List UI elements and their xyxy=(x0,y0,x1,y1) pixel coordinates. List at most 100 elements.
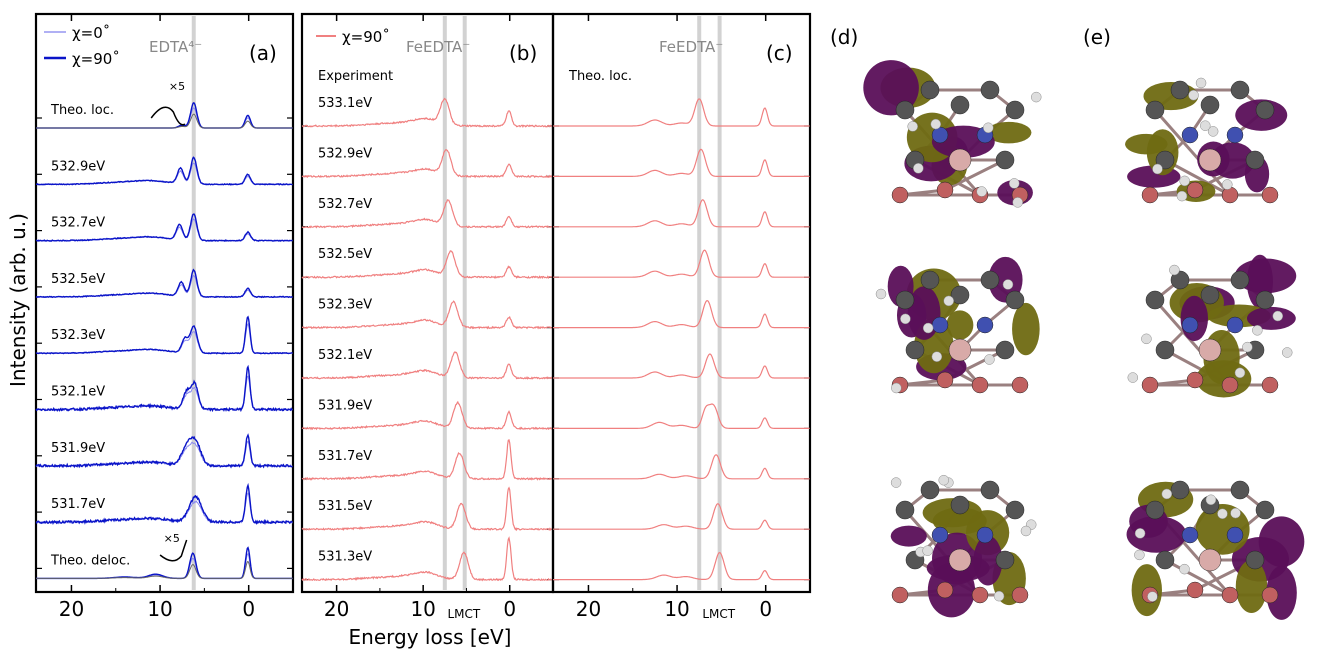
panel-b-lmct-label: LMCT xyxy=(447,607,480,621)
hydrogen-atom xyxy=(993,590,1005,602)
row-label: 532.9eV xyxy=(51,159,105,174)
row-label: 532.3eV xyxy=(318,298,372,313)
orbital-panels: (d) (e) xyxy=(830,25,1305,620)
carbon-atom xyxy=(1155,550,1175,570)
x-axis-label: Energy loss [eV] xyxy=(349,625,512,649)
carbon-atom xyxy=(1255,500,1275,520)
scale-annotation: ×5 xyxy=(169,80,185,93)
hydrogen-atom xyxy=(931,351,943,362)
oxygen-atom xyxy=(936,371,954,389)
carbon-atom xyxy=(1255,100,1275,120)
oxygen-atom xyxy=(1261,376,1279,394)
bond xyxy=(1164,158,1231,197)
hydrogen-atom xyxy=(891,382,902,394)
panel-c-x-tick-label: 20 xyxy=(576,597,601,621)
carbon-atom xyxy=(980,80,1000,100)
carbon-atom xyxy=(950,495,970,515)
oxygen-atom xyxy=(1186,371,1204,389)
hydrogen-atom xyxy=(875,288,887,300)
series-chi90-line xyxy=(35,364,293,413)
hydrogen-atom xyxy=(1161,488,1173,500)
panel-b: 20 10 0 FeEDTA⁻ (b) LMCT χ=90˚ Experiment 533.1e… xyxy=(300,12,555,621)
nitrogen-atom xyxy=(976,526,994,544)
hydrogen-atom xyxy=(1230,507,1241,519)
panel-b-panel-label: (b) xyxy=(509,41,537,65)
hydrogen-atom xyxy=(890,477,902,488)
orbital-lobe-olive xyxy=(1125,133,1168,155)
row-label: 531.9eV xyxy=(51,441,105,456)
oxygen-atom xyxy=(1011,376,1029,394)
series-line xyxy=(553,551,810,581)
carbon-atom xyxy=(1200,285,1220,305)
nitrogen-atom xyxy=(1226,126,1244,144)
row-label: 532.1eV xyxy=(51,385,105,400)
iron-atom xyxy=(948,338,972,362)
carbon-atom xyxy=(905,340,925,360)
hydrogen-atom xyxy=(922,545,933,556)
nitrogen-atom xyxy=(1181,316,1199,334)
row-label: 531.3eV xyxy=(318,550,372,565)
hydrogen-atom xyxy=(1169,264,1180,276)
panel-a-x-tick-label: 10 xyxy=(147,597,172,621)
hydrogen-atom xyxy=(1179,563,1190,575)
hydrogen-atom xyxy=(1200,120,1211,131)
series-line xyxy=(301,486,553,532)
series-line xyxy=(301,199,554,229)
hydrogen-atom xyxy=(930,118,942,130)
orbital-lobe-olive xyxy=(1235,560,1268,613)
orbital-lobe-purple xyxy=(1234,258,1297,294)
oxygen-atom xyxy=(1261,586,1279,604)
series-line xyxy=(301,148,553,179)
carbon-atom xyxy=(1245,550,1265,570)
row-label: Theo. deloc. xyxy=(50,553,130,568)
series-line xyxy=(553,98,810,127)
carbon-atom xyxy=(1145,100,1165,120)
carbon-atom xyxy=(1005,290,1025,310)
orbital-lobe-purple xyxy=(1258,516,1305,567)
row-label: Theo. loc. xyxy=(50,103,114,118)
panel-a-x-tick-label: 0 xyxy=(242,597,255,621)
carbon-atom xyxy=(920,480,940,500)
oxygen-atom xyxy=(971,586,989,604)
legend-label: χ=0˚ xyxy=(72,24,110,42)
hydrogen-atom xyxy=(907,121,918,132)
hydrogen-atom xyxy=(1242,341,1253,353)
series-chi90-line xyxy=(35,268,293,299)
panel-c: 20 10 0 FeEDTA⁻ (c) LMCT Theo. loc. xyxy=(551,12,812,621)
panel-a-x-tick-label: 20 xyxy=(59,597,84,621)
panel-b-x-tick-label: 0 xyxy=(503,597,516,621)
hydrogen-atom xyxy=(922,322,934,334)
oxygen-atom xyxy=(936,181,954,199)
hydrogen-atom xyxy=(1012,197,1023,208)
row-label: 531.7eV xyxy=(51,497,105,512)
hydrogen-atom xyxy=(1002,279,1014,290)
panel-c-x-tick-label: 10 xyxy=(664,597,689,621)
legend-label: χ=90˚ xyxy=(342,28,390,46)
row-label: 531.9eV xyxy=(318,398,372,413)
iron-atom xyxy=(1198,548,1222,572)
panel-c-panel-label: (c) xyxy=(766,41,793,65)
carbon-atom xyxy=(950,285,970,305)
orbital-molecule xyxy=(1127,254,1297,398)
carbon-atom xyxy=(1155,340,1175,360)
hydrogen-atom xyxy=(1134,549,1145,561)
series-chi90-line xyxy=(35,433,293,469)
row-label: 532.7eV xyxy=(51,216,105,231)
row-label: 532.5eV xyxy=(318,247,372,262)
hydrogen-atom xyxy=(1179,175,1190,187)
series-line xyxy=(553,249,810,278)
iron-atom xyxy=(1198,338,1222,362)
hydrogen-atom xyxy=(1141,333,1152,345)
oxygen-atom xyxy=(971,376,989,394)
hydrogen-atom xyxy=(1195,77,1207,89)
carbon-atom xyxy=(1005,500,1025,520)
carbon-atom xyxy=(1005,100,1025,120)
hydrogen-atom xyxy=(983,122,994,134)
hydrogen-atom xyxy=(1030,91,1042,103)
panel-b-x-tick-label: 10 xyxy=(410,597,435,621)
series-line xyxy=(553,300,810,329)
carbon-atom xyxy=(950,95,970,115)
series-line xyxy=(301,351,553,380)
carbon-atom xyxy=(1255,290,1275,310)
orbital-molecule xyxy=(1126,480,1305,620)
